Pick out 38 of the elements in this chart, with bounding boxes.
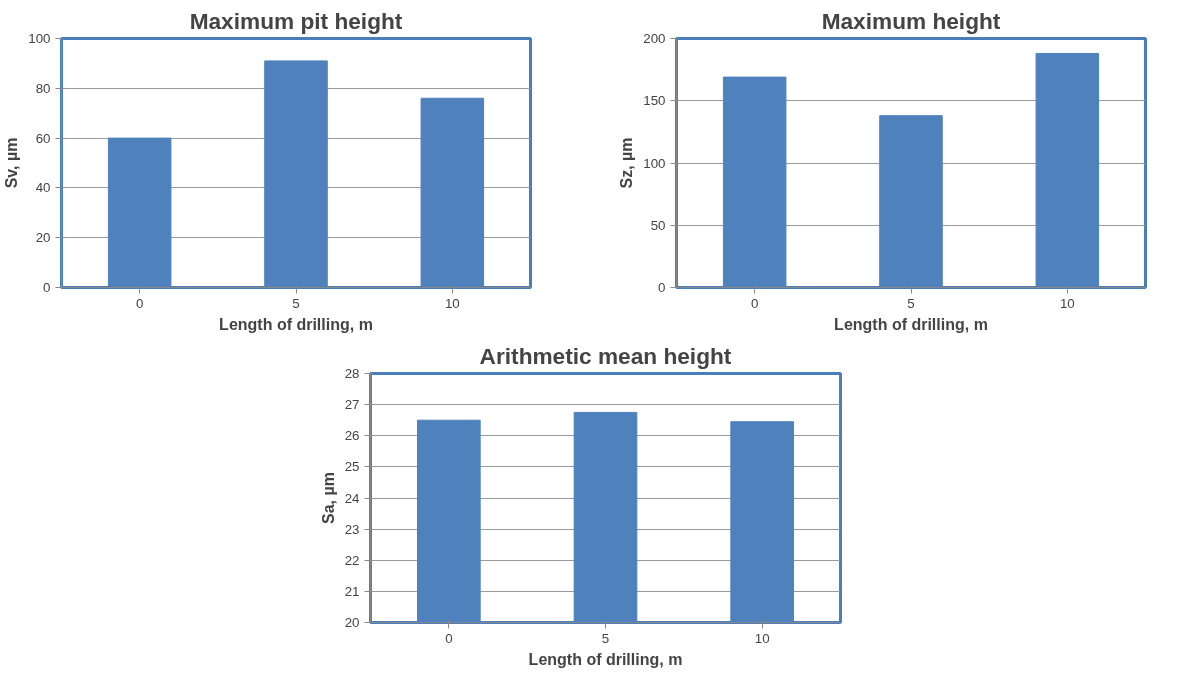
y-tick-label: 0 [43, 280, 51, 295]
y-tick-label: 20 [344, 615, 360, 630]
y-tick-label: 28 [344, 366, 360, 381]
chart-title: Arithmetic mean height [479, 342, 732, 369]
x-tick-label: 10 [444, 295, 460, 311]
x-tick-label: 0 [445, 630, 453, 646]
y-tick-label: 100 [28, 31, 51, 46]
x-tick-label: 5 [601, 630, 610, 646]
y-tick-label: 150 [643, 93, 666, 109]
x-axis-title: Length of drilling, m [219, 315, 373, 333]
x-tick-label: 0 [135, 295, 144, 311]
x-tick-label: 10 [1059, 295, 1075, 311]
chart-title: Maximum height [821, 7, 1001, 34]
y-tick-label: 26 [344, 428, 360, 444]
y-tick-label: 23 [344, 521, 360, 537]
y-tick-label: 60 [35, 130, 51, 146]
y-axis-title: Sa, µm [319, 472, 337, 524]
y-tick-label: 80 [35, 80, 51, 96]
x-tick-label: 10 [754, 630, 770, 646]
x-tick-label: 5 [907, 295, 915, 311]
chart-title: Maximum pit height [189, 7, 403, 34]
y-tick-label: 22 [344, 552, 360, 568]
x-tick-label: 0 [750, 295, 759, 311]
y-tick-label: 50 [650, 217, 666, 233]
y-axis-title: Sz, µm [618, 137, 636, 189]
y-tick-label: 200 [643, 31, 666, 46]
y-tick-label: 0 [658, 280, 666, 295]
y-tick-label: 27 [344, 397, 360, 413]
y-tick-label: 24 [344, 490, 361, 506]
y-axis-title: Sv, µm [3, 137, 21, 189]
x-axis-title: Length of drilling, m [834, 315, 988, 333]
y-tick-label: 21 [344, 583, 360, 599]
x-tick-label: 5 [292, 295, 300, 311]
y-tick-label: 40 [35, 180, 51, 196]
y-tick-label: 100 [643, 155, 666, 171]
y-tick-label: 20 [35, 230, 51, 246]
y-tick-label: 25 [344, 459, 360, 475]
x-axis-title: Length of drilling, m [528, 650, 683, 668]
